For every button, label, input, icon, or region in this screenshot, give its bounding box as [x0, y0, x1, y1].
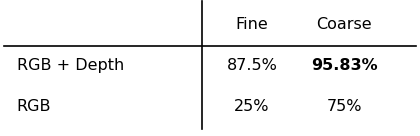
Text: 75%: 75%	[327, 99, 362, 114]
Text: 25%: 25%	[234, 99, 270, 114]
Text: Fine: Fine	[236, 17, 268, 32]
Text: RGB: RGB	[17, 99, 51, 114]
Text: 87.5%: 87.5%	[226, 58, 278, 73]
Text: Coarse: Coarse	[317, 17, 372, 32]
Text: 95.83%: 95.83%	[311, 58, 378, 73]
Text: RGB + Depth: RGB + Depth	[17, 58, 124, 73]
